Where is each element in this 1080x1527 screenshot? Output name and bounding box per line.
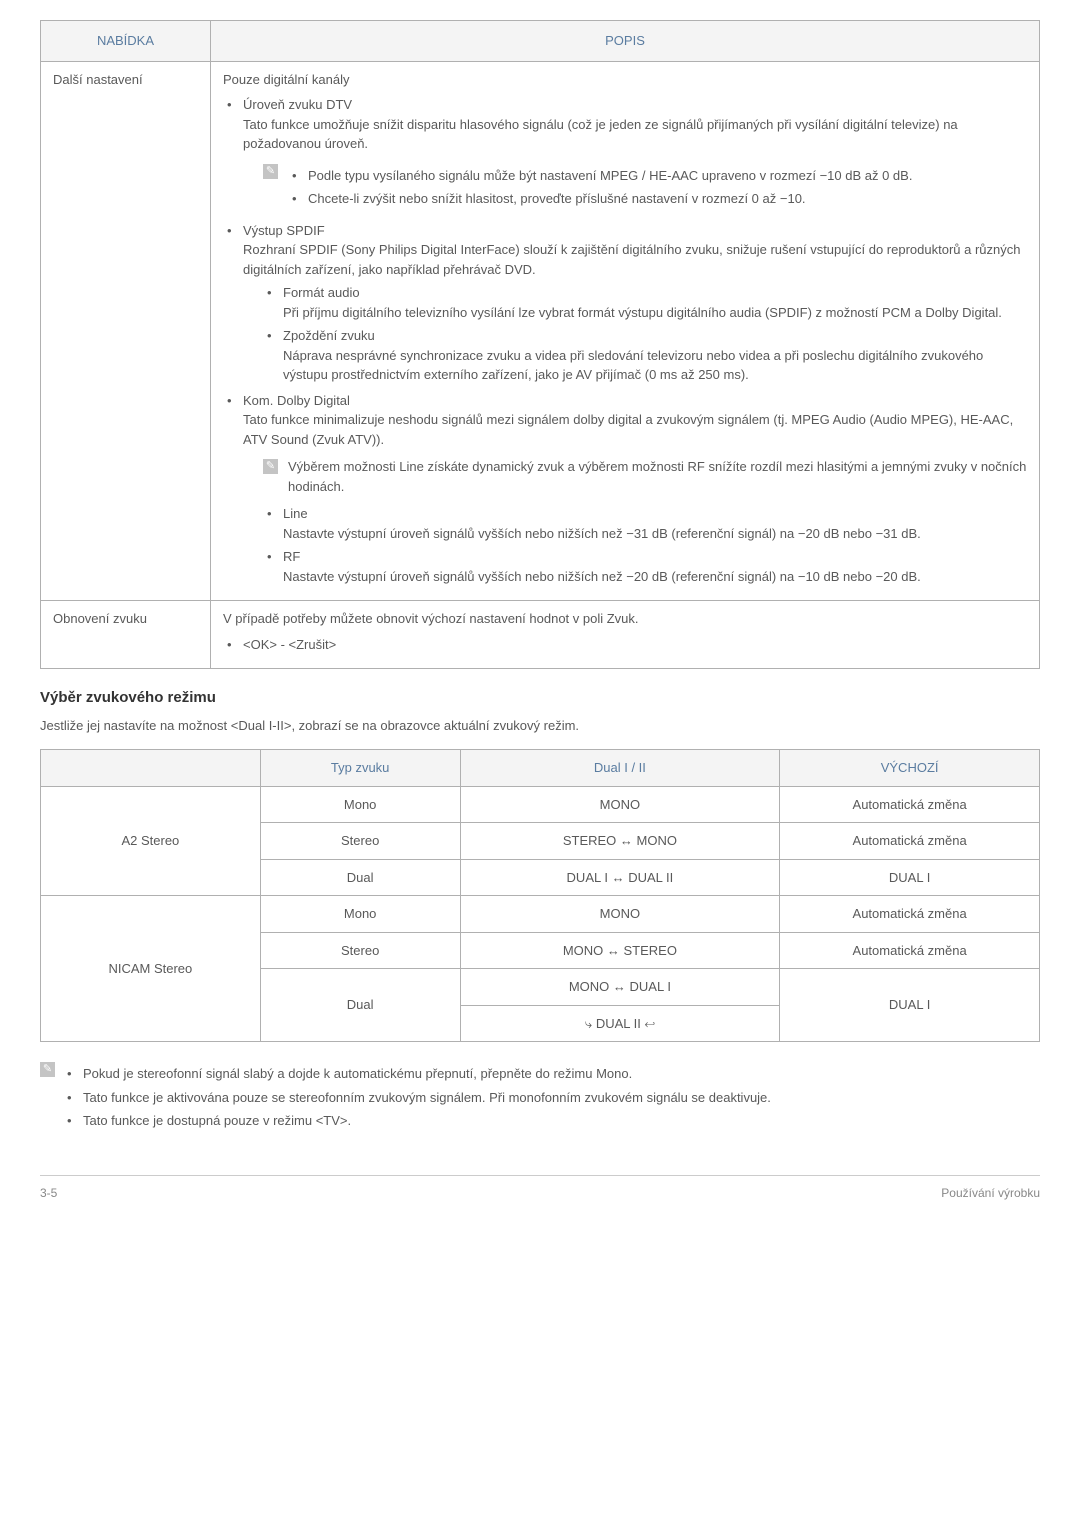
cell-dual: MONO xyxy=(460,896,780,933)
cell-dual: MONO ↔ DUAL I xyxy=(460,969,780,1006)
footer-right: Používání výrobku xyxy=(941,1184,1040,1202)
sub-desc: Náprava nesprávné synchronizace zvuku a … xyxy=(283,346,1027,385)
note-item: Chcete-li zvýšit nebo snížit hlasitost, … xyxy=(288,189,912,209)
row-dalsi-nastaveni: Další nastavení Pouze digitální kanály Ú… xyxy=(41,61,1040,601)
settings-table: NABÍDKA POPIS Další nastavení Pouze digi… xyxy=(40,20,1040,669)
cell-def: Automatická změna xyxy=(780,932,1040,969)
item-desc: Tato funkce minimalizuje neshodu signálů… xyxy=(243,410,1027,449)
cell-typ: Dual xyxy=(260,969,460,1042)
item-desc: Tato funkce umožňuje snížit disparitu hl… xyxy=(243,115,1027,154)
sub-title: Formát audio xyxy=(283,283,1027,303)
row-action: <OK> - <Zrušit> xyxy=(223,635,1027,655)
sub-title: Line xyxy=(283,504,1027,524)
section-title: Výběr zvukového režimu xyxy=(40,687,1040,710)
cell-dual2: ⤷ DUAL II ↩ xyxy=(460,1005,780,1042)
sub-desc: Při příjmu digitálního televizního vysíl… xyxy=(283,303,1027,323)
th-typ: Typ zvuku xyxy=(260,750,460,787)
th-blank xyxy=(41,750,261,787)
note-icon xyxy=(263,164,278,179)
cell-popis: V případě potřeby můžete obnovit výchozí… xyxy=(211,601,1040,669)
header-popis: POPIS xyxy=(211,21,1040,62)
cell-typ: Stereo xyxy=(260,823,460,860)
th-dual: Dual I / II xyxy=(460,750,780,787)
cell-typ: Mono xyxy=(260,786,460,823)
section-lead: Jestliže jej nastavíte na možnost <Dual … xyxy=(40,716,1040,736)
cell-typ: Dual xyxy=(260,859,460,896)
page-footer: 3-5 Používání výrobku xyxy=(40,1175,1040,1202)
item-title: Výstup SPDIF xyxy=(243,221,1027,241)
cell-def: Automatická změna xyxy=(780,823,1040,860)
sub-desc: Nastavte výstupní úroveň signálů vyšších… xyxy=(283,524,1027,544)
group-name: NICAM Stereo xyxy=(41,896,261,1042)
sub-desc: Nastavte výstupní úroveň signálů vyšších… xyxy=(283,567,1027,587)
cell-def: DUAL I xyxy=(780,859,1040,896)
footer-notes: Pokud je stereofonní signál slabý a dojd… xyxy=(40,1060,1040,1135)
row-obnoveni-zvuku: Obnovení zvuku V případě potřeby můžete … xyxy=(41,601,1040,669)
item-desc: Rozhraní SPDIF (Sony Philips Digital Int… xyxy=(243,240,1027,279)
cell-popis: Pouze digitální kanály Úroveň zvuku DTV … xyxy=(211,61,1040,601)
sub-title: RF xyxy=(283,547,1027,567)
header-nabidka: NABÍDKA xyxy=(41,21,211,62)
cell-menu: Další nastavení xyxy=(41,61,211,601)
note-icon xyxy=(263,459,278,474)
note-item: Tato funkce je dostupná pouze v režimu <… xyxy=(65,1111,771,1131)
group-name: A2 Stereo xyxy=(41,786,261,896)
note-item: Tato funkce je aktivována pouze se stere… xyxy=(65,1088,771,1108)
th-vychozi: VÝCHOZÍ xyxy=(780,750,1040,787)
intro-text: Pouze digitální kanály xyxy=(223,70,1027,90)
cell-dual: STEREO ↔ MONO xyxy=(460,823,780,860)
cell-typ: Mono xyxy=(260,896,460,933)
note-icon xyxy=(40,1062,55,1077)
cell-menu: Obnovení zvuku xyxy=(41,601,211,669)
sub-title: Zpoždění zvuku xyxy=(283,326,1027,346)
cell-typ: Stereo xyxy=(260,932,460,969)
item-title: Úroveň zvuku DTV xyxy=(243,95,1027,115)
cell-dual: MONO ↔ STEREO xyxy=(460,932,780,969)
row-desc: V případě potřeby můžete obnovit výchozí… xyxy=(223,609,1027,629)
footer-left: 3-5 xyxy=(40,1184,57,1202)
cell-dual: MONO xyxy=(460,786,780,823)
cell-dual: DUAL I ↔ DUAL II xyxy=(460,859,780,896)
sound-mode-table: Typ zvuku Dual I / II VÝCHOZÍ A2 Stereo … xyxy=(40,749,1040,1042)
item-title: Kom. Dolby Digital xyxy=(243,391,1027,411)
cell-def: Automatická změna xyxy=(780,896,1040,933)
note-text: Výběrem možnosti Line získáte dynamický … xyxy=(288,457,1027,496)
cell-def: DUAL I xyxy=(780,969,1040,1042)
note-item: Podle typu vysílaného signálu může být n… xyxy=(288,166,912,186)
note-item: Pokud je stereofonní signál slabý a dojd… xyxy=(65,1064,771,1084)
cell-def: Automatická změna xyxy=(780,786,1040,823)
